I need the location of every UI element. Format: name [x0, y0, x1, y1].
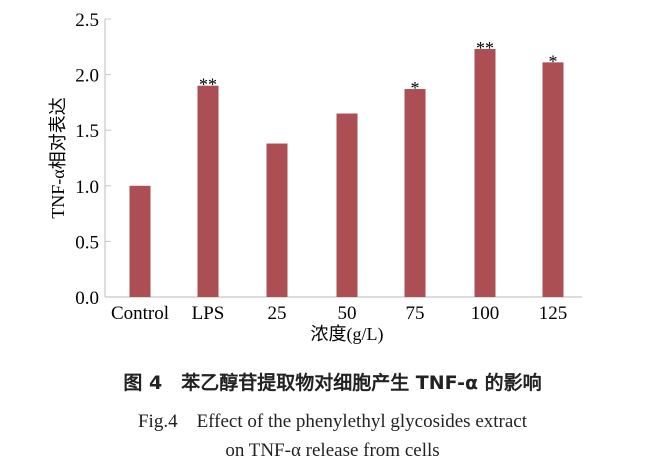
y-tick-label: 2.5 [75, 10, 99, 31]
x-axis-label: 浓度(g/L) [311, 324, 384, 345]
caption-english-line1: Fig.4 Effect of the phenylethyl glycosid… [137, 411, 528, 432]
bar-chart: 0.0 0.5 1.0 1.5 2.0 2.5 Control LPS ** 25 50 75 * 10… [48, 10, 582, 345]
caption-english-line2: on TNF-α release from cells [225, 440, 440, 461]
y-tick-label: 0.0 [75, 288, 99, 309]
significance-marker: * [549, 51, 558, 71]
y-tick-label: 1.5 [75, 121, 99, 142]
significance-marker: * [411, 78, 420, 98]
bar-100 [474, 49, 496, 297]
x-tick-label: 25 [268, 303, 287, 324]
y-tick-label: 2.0 [75, 66, 99, 87]
x-tick-label: 50 [338, 303, 357, 324]
x-tick-label: 75 [406, 303, 425, 324]
x-tick-label: 125 [539, 303, 568, 324]
bar-control [129, 185, 151, 297]
significance-marker: ** [199, 75, 217, 95]
bar-25 [266, 143, 288, 297]
x-tick-label: LPS [192, 303, 225, 324]
y-tick-label: 1.0 [75, 177, 99, 198]
y-axis-label: TNF-α相对表达 [48, 97, 68, 218]
bar-125 [542, 62, 564, 298]
y-tick-label: 0.5 [75, 232, 99, 253]
x-tick-label: Control [111, 303, 169, 324]
bar-50 [336, 113, 358, 298]
bar-lps [197, 85, 219, 297]
bar-75 [404, 89, 426, 297]
x-tick-label: 100 [471, 303, 500, 324]
caption-chinese: 图 4 苯乙醇苷提取物对细胞产生 TNF-α 的影响 [123, 372, 542, 394]
significance-marker: ** [476, 38, 494, 58]
